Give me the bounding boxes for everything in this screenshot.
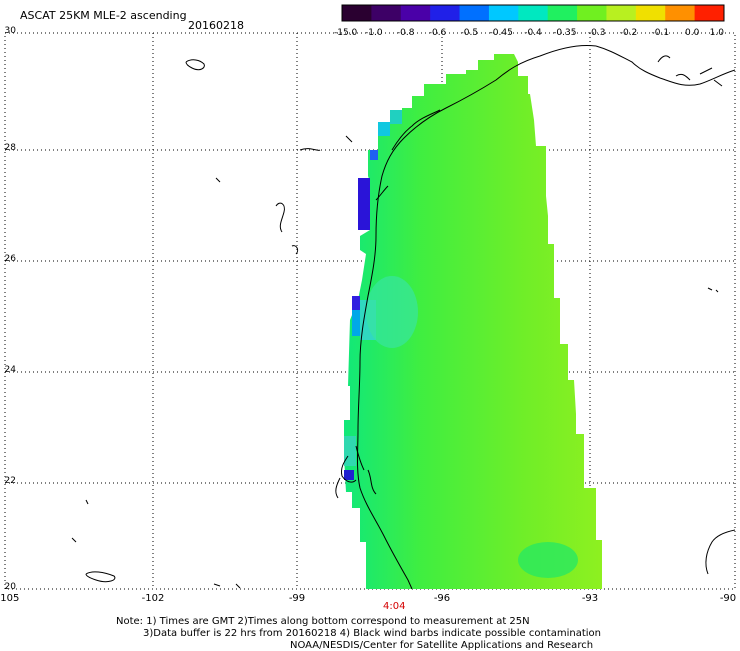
teal-area xyxy=(366,276,418,348)
colorbar-tick-label: -15.0 xyxy=(334,28,358,38)
colorbar-tick-label: -0.45 xyxy=(489,28,513,38)
colorbar-segment xyxy=(430,5,461,21)
teal-patch-south xyxy=(344,436,356,466)
y-tick-label: 20 xyxy=(4,582,16,592)
x-tick-label: -105 xyxy=(0,593,20,604)
blue-patch-north xyxy=(370,150,378,160)
footer-credit: NOAA/NESDIS/Center for Satellite Applica… xyxy=(290,640,594,651)
map-title: ASCAT 25KM MLE-2 ascending xyxy=(20,9,187,22)
colorbar-tick-label: -0.3 xyxy=(587,28,606,38)
coastline xyxy=(71,45,736,590)
y-tick-label: 30 xyxy=(4,26,16,36)
colorbar-tick-label: 0.0 xyxy=(684,28,700,38)
colorbar-segment xyxy=(547,5,578,21)
y-tick-label: 28 xyxy=(4,143,16,153)
swath-polygon xyxy=(344,54,602,589)
colorbar-segment xyxy=(459,5,490,21)
colorbar-tick-label: -0.35 xyxy=(553,28,577,38)
data-swath xyxy=(344,54,602,589)
colorbar-segment xyxy=(577,5,607,21)
colorbar-tick-label: -1.0 xyxy=(365,28,383,38)
pass-time-label: 4:04 xyxy=(383,601,406,612)
cyan-patch-north xyxy=(378,122,390,136)
colorbar-tick-label: 1.0 xyxy=(709,28,724,38)
map-date: 20160218 xyxy=(188,19,244,32)
colorbar-segment xyxy=(694,5,725,21)
colorbar xyxy=(341,4,725,22)
colorbar-segment xyxy=(488,5,519,21)
x-tick-label: -102 xyxy=(141,593,165,604)
x-tick-label: -96 xyxy=(433,593,451,604)
y-tick-label: 24 xyxy=(4,365,16,375)
colorbar-tick-label: -0.8 xyxy=(396,28,415,38)
colorbar-tick-label: -0.4 xyxy=(524,28,542,38)
blue-patch xyxy=(352,310,360,336)
colorbar-tick-label: -0.5 xyxy=(460,28,479,38)
y-tick-label: 22 xyxy=(4,476,16,486)
plot-frame xyxy=(4,32,736,590)
colorbar-frame xyxy=(341,4,725,22)
purple-patch-south xyxy=(344,470,354,480)
purple-patch-north xyxy=(358,178,370,230)
y-tick-label: 26 xyxy=(4,254,16,264)
footer-note-1: Note: 1) Times are GMT 2)Times along bot… xyxy=(116,616,530,627)
x-tick-label: -93 xyxy=(581,593,599,604)
colorbar-segment xyxy=(371,5,402,21)
colorbar-segment xyxy=(635,5,666,21)
colorbar-tick-label: -0.1 xyxy=(651,28,670,38)
green-area-south xyxy=(518,542,578,578)
x-tick-label: -90 xyxy=(719,593,737,604)
colorbar-tick-label: -0.2 xyxy=(619,28,638,38)
colorbar-segment xyxy=(606,5,637,21)
colorbar-segment xyxy=(400,5,431,21)
colorbar-segment xyxy=(665,5,696,21)
colorbar-tick-label: -0.6 xyxy=(428,28,447,38)
x-tick-label: -99 xyxy=(288,593,306,604)
colorbar-segment xyxy=(342,5,372,21)
colorbar-segment xyxy=(518,5,549,21)
teal-patch-north xyxy=(390,110,402,124)
footer-note-2: 3)Data buffer is 22 hrs from 20160218 4)… xyxy=(143,628,601,639)
indigo-patch xyxy=(352,296,360,310)
